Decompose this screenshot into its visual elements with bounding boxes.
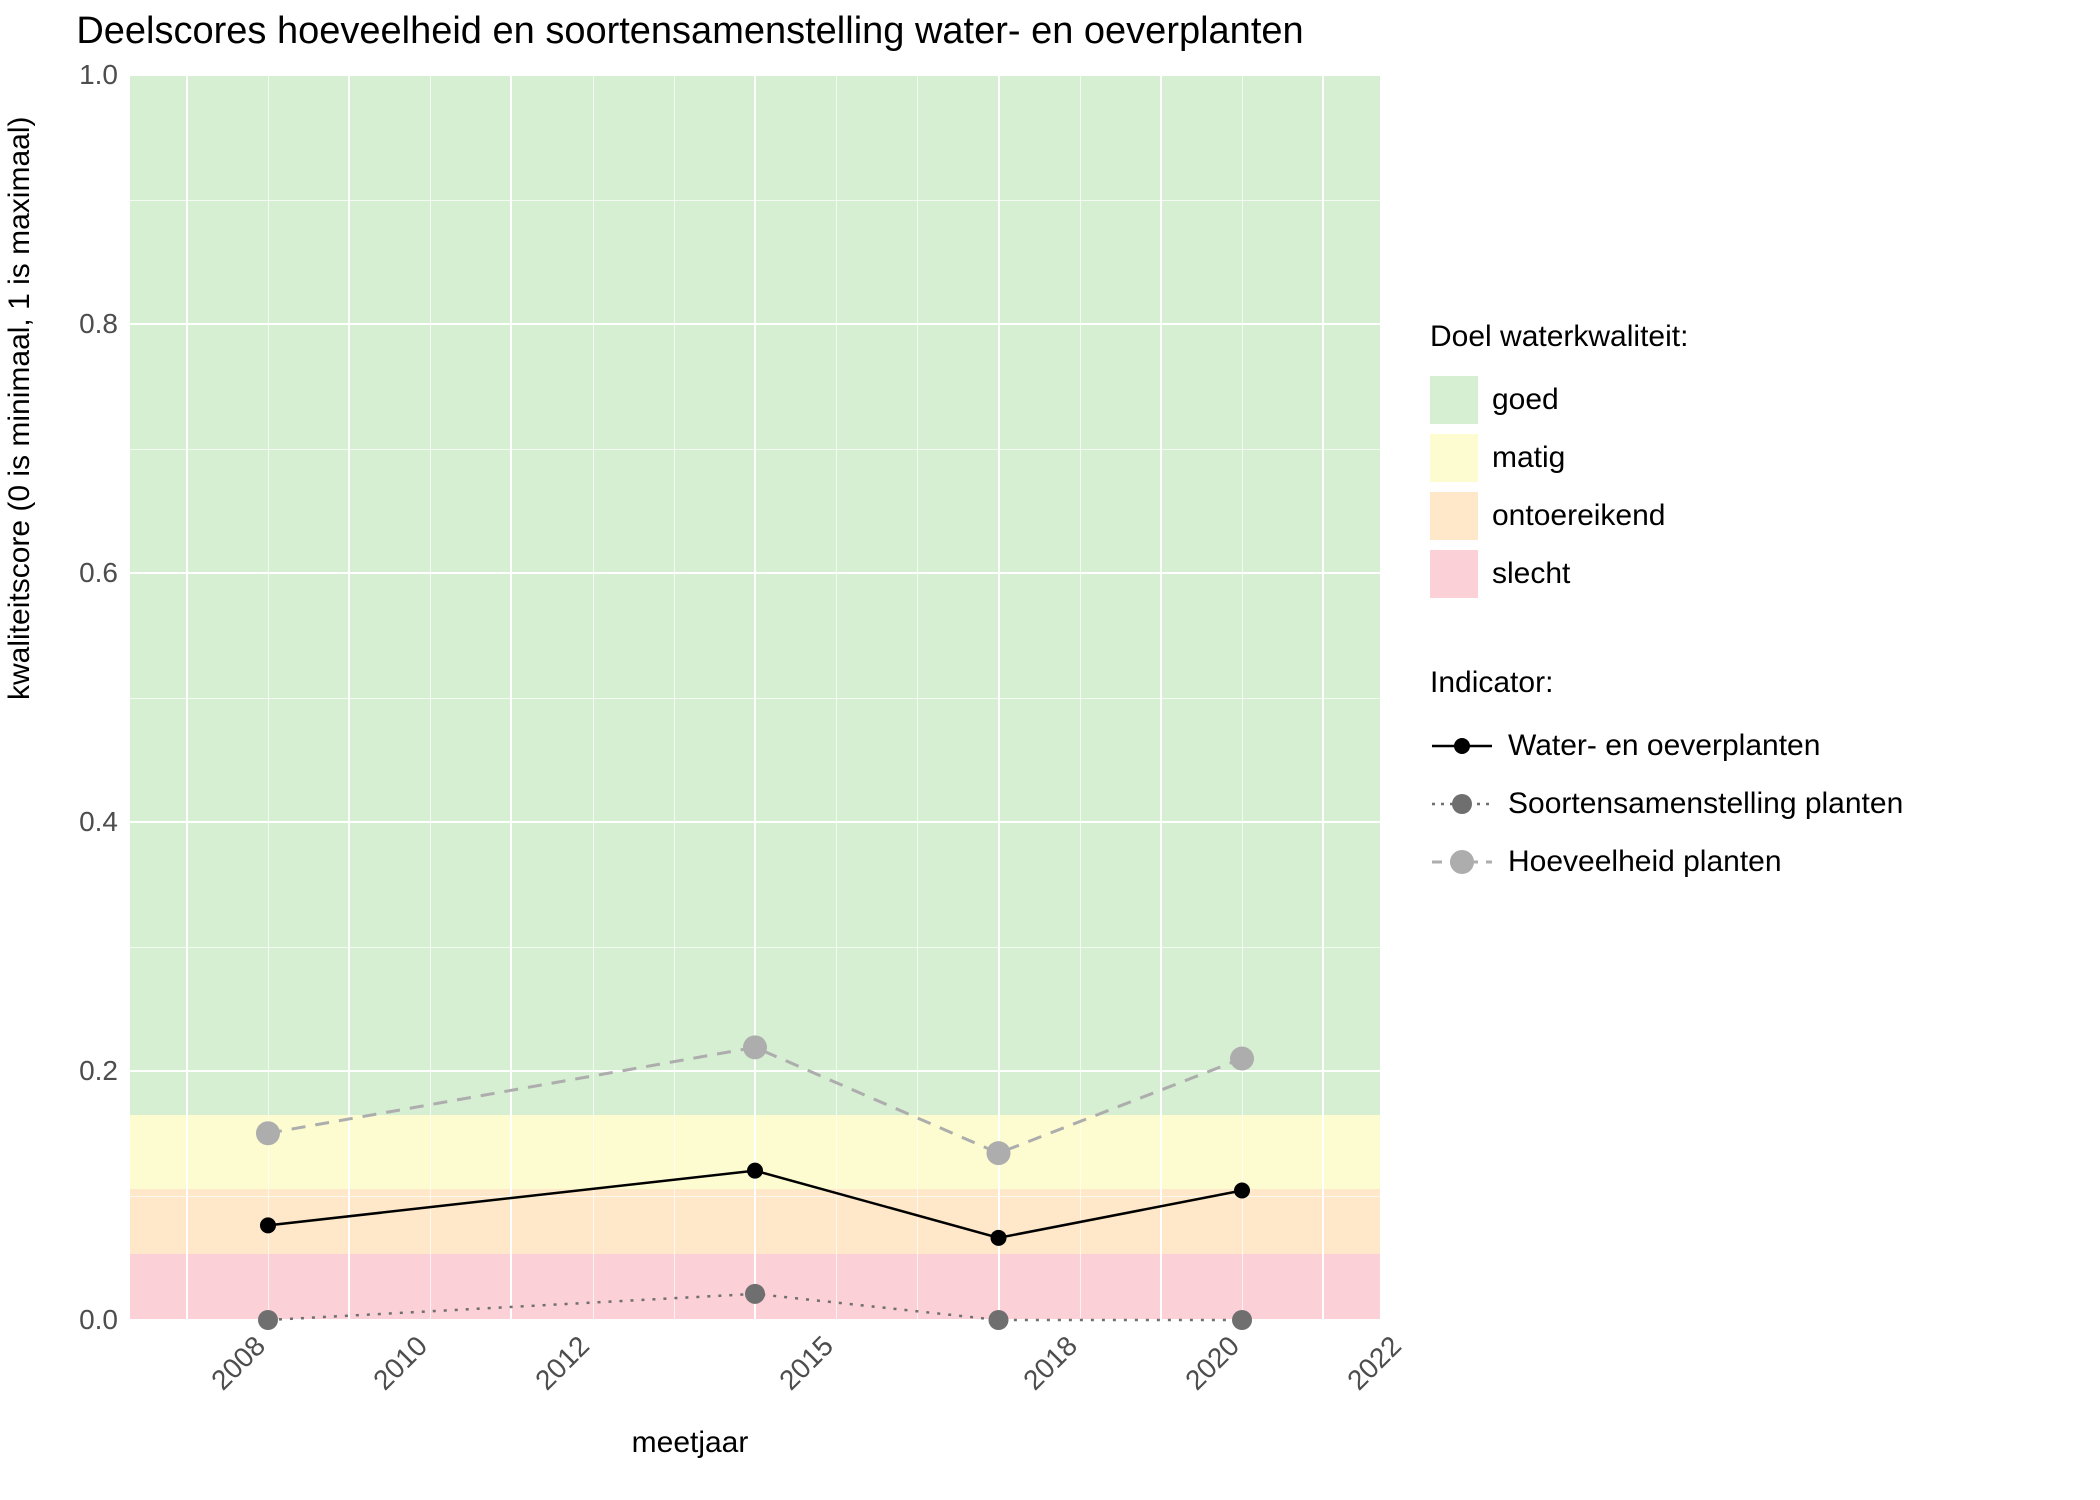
y-tick-label: 0.4 <box>79 806 130 838</box>
series-line <box>268 1171 1242 1238</box>
legend-quality-list: goed matig ontoereikend slecht <box>1430 374 2050 600</box>
legend-label: ontoereikend <box>1492 499 1665 533</box>
legend-indicator-title: Indicator: <box>1430 666 2050 700</box>
legend-indicator-item: Water- en oeverplanten <box>1430 720 2050 772</box>
series-marker <box>260 1217 276 1233</box>
legend-line-icon <box>1430 731 1494 761</box>
legend-indicator-item: Hoeveelheid planten <box>1430 836 2050 888</box>
legend-quality-item: ontoereikend <box>1430 490 2050 542</box>
line-layer <box>130 75 1380 1320</box>
legend-label: matig <box>1492 441 1565 475</box>
series-marker <box>258 1310 278 1330</box>
x-tick-label: 2020 <box>1169 1320 1246 1397</box>
legend-line-icon <box>1430 847 1494 877</box>
legend-indicator-item: Soortensamenstelling planten <box>1430 778 2050 830</box>
series-marker <box>743 1035 767 1059</box>
x-tick-label: 2010 <box>357 1320 434 1397</box>
series-marker <box>745 1284 765 1304</box>
legend-line-icon <box>1430 789 1494 819</box>
chart-container: Deelscores hoeveelheid en soortensamenst… <box>0 0 2100 1500</box>
legend-label: slecht <box>1492 557 1570 591</box>
series-line <box>268 1047 1242 1153</box>
legend-quality-item: goed <box>1430 374 2050 426</box>
legend-label: Water- en oeverplanten <box>1508 729 1820 763</box>
legend-indicator-list: Water- en oeverplanten Soortensamenstelli… <box>1430 720 2050 888</box>
x-tick-label: 2008 <box>195 1320 272 1397</box>
x-tick-label: 2012 <box>520 1320 597 1397</box>
series-marker <box>1230 1047 1254 1071</box>
y-tick-label: 1.0 <box>79 59 130 91</box>
series-marker <box>747 1163 763 1179</box>
series-marker <box>1234 1183 1250 1199</box>
series-marker <box>991 1230 1007 1246</box>
x-tick-label: 2015 <box>763 1320 840 1397</box>
legend-swatch <box>1430 376 1478 424</box>
chart-title: Deelscores hoeveelheid en soortensamenst… <box>0 10 1380 53</box>
legend: Doel waterkwaliteit: goed matig ontoereike… <box>1430 320 2050 894</box>
y-tick-label: 0.6 <box>79 557 130 589</box>
legend-swatch <box>1430 434 1478 482</box>
x-tick-label: 2018 <box>1007 1320 1084 1397</box>
y-axis-label: kwaliteitscore (0 is minimaal, 1 is maxi… <box>3 117 37 700</box>
legend-quality-title: Doel waterkwaliteit: <box>1430 320 2050 354</box>
y-tick-label: 0.0 <box>79 1304 130 1336</box>
legend-label: Soortensamenstelling planten <box>1508 787 1903 821</box>
legend-quality-item: matig <box>1430 432 2050 484</box>
legend-label: goed <box>1492 383 1559 417</box>
x-tick-label: 2022 <box>1331 1320 1408 1397</box>
series-marker <box>256 1121 280 1145</box>
plot-area: 0.00.20.40.60.81.02008201020122015201820… <box>130 75 1380 1320</box>
series-marker <box>989 1310 1009 1330</box>
y-tick-label: 0.8 <box>79 308 130 340</box>
x-axis-label: meetjaar <box>0 1426 1380 1460</box>
legend-swatch <box>1430 492 1478 540</box>
legend-swatch <box>1430 550 1478 598</box>
series-marker <box>987 1141 1011 1165</box>
legend-quality-item: slecht <box>1430 548 2050 600</box>
y-tick-label: 0.2 <box>79 1055 130 1087</box>
legend-label: Hoeveelheid planten <box>1508 845 1782 879</box>
series-marker <box>1232 1310 1252 1330</box>
